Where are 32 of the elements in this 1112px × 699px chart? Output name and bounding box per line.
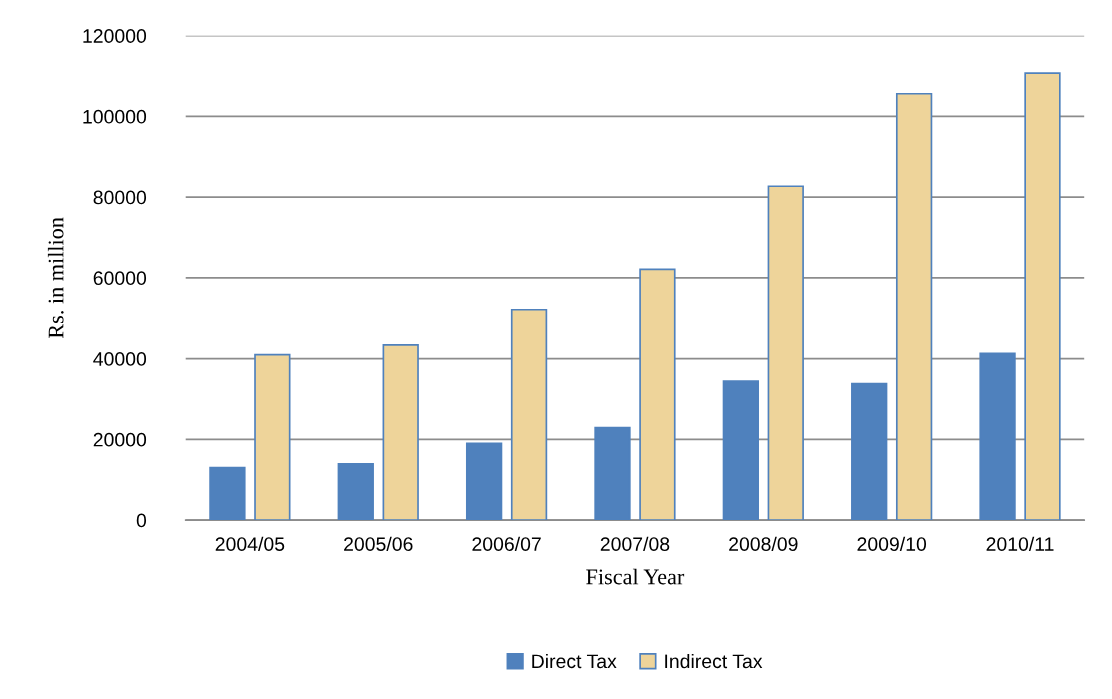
x-tick-label: 2004/05 (215, 536, 285, 552)
y-tick-label: 80000 (93, 190, 147, 205)
y-tick-label: 40000 (93, 352, 147, 366)
bar (1024, 72, 1061, 521)
bar (510, 308, 548, 521)
bar (465, 442, 503, 521)
y-axis-title: Rs. in million (47, 217, 64, 339)
bar (767, 185, 804, 521)
bar (851, 382, 888, 521)
bar (337, 463, 374, 521)
bar (209, 466, 246, 521)
x-tick-label: 2008/09 (729, 536, 798, 552)
bar (254, 353, 291, 521)
x-tick-label: 2010/11 (986, 536, 1054, 552)
x-tick-label: 2007/08 (600, 536, 670, 552)
legend-label: Indirect Tax (665, 653, 763, 669)
x-axis-title: Fiscal Year (586, 568, 685, 585)
legend-label: Direct Tax (532, 653, 617, 669)
x-tick-label: 2006/07 (472, 536, 541, 552)
y-tick-label: 0 (136, 513, 147, 528)
bar (594, 426, 631, 521)
y-tick-label: 60000 (93, 271, 147, 286)
y-tick-label: 120000 (83, 29, 147, 43)
bar (979, 352, 1016, 521)
x-tick-label: 2005/06 (344, 536, 413, 552)
bar (382, 344, 419, 521)
bar (639, 268, 676, 521)
x-tick-label: 2009/10 (857, 536, 927, 552)
y-tick-label: 100000 (83, 109, 147, 124)
y-tick-label: 20000 (93, 432, 147, 447)
bar (722, 380, 760, 521)
bar (895, 92, 933, 521)
